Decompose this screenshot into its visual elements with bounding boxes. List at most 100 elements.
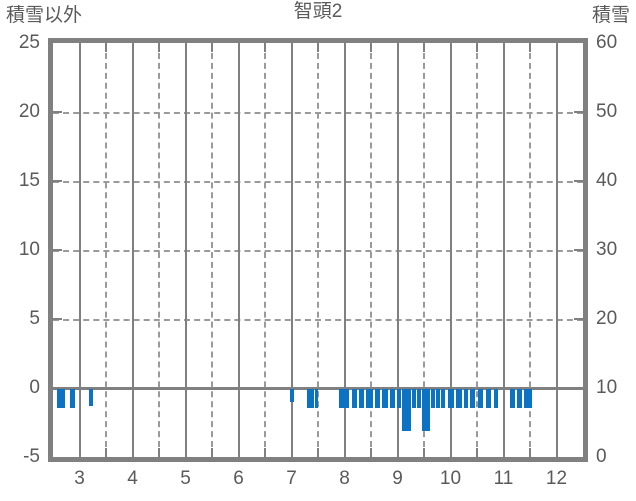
x-tick-bottom — [184, 448, 187, 457]
x-tick-bottom — [131, 448, 134, 457]
left-axis-tick-label: -5 — [23, 446, 40, 467]
data-bar — [397, 389, 401, 408]
x-tick-bottom — [211, 448, 213, 457]
x-tick-top — [476, 43, 478, 52]
data-bar — [464, 389, 468, 408]
vertical-gridline-major — [131, 43, 134, 457]
x-tick-top — [343, 43, 346, 52]
x-axis-tick-label: 8 — [339, 468, 350, 489]
plot-inner — [53, 43, 583, 457]
x-tick-top — [449, 43, 452, 52]
y-tick-left — [53, 318, 62, 320]
data-bar — [412, 389, 416, 408]
right-axis-tick-label: 10 — [596, 377, 618, 398]
vertical-gridline-minor — [476, 43, 478, 457]
x-tick-top — [211, 43, 213, 52]
vertical-gridline-minor — [317, 43, 319, 457]
data-bar — [486, 389, 491, 408]
plot-area — [48, 38, 588, 462]
data-bar — [290, 389, 294, 402]
x-tick-top — [290, 43, 293, 52]
y-tick-left — [53, 180, 62, 182]
x-tick-bottom — [502, 448, 505, 457]
data-bar — [436, 389, 440, 408]
x-tick-top — [423, 43, 425, 52]
vertical-gridline-major — [502, 43, 505, 457]
data-bar — [456, 389, 462, 408]
y-tick-right — [574, 180, 583, 182]
x-axis-tick-label: 7 — [286, 468, 297, 489]
chart-title: 智頭2 — [293, 1, 343, 22]
y-tick-right — [574, 111, 583, 113]
vertical-gridline-major — [237, 43, 240, 457]
x-tick-bottom — [476, 448, 478, 457]
x-tick-top — [317, 43, 319, 52]
data-bar — [494, 389, 498, 408]
right-axis-tick-label: 60 — [596, 32, 618, 53]
vertical-gridline-major — [555, 43, 558, 457]
left-axis-tick-label: 0 — [29, 377, 40, 398]
x-axis-tick-label: 3 — [74, 468, 85, 489]
vertical-gridline-minor — [370, 43, 372, 457]
y-tick-left — [53, 111, 62, 113]
vertical-gridline-major — [290, 43, 293, 457]
data-bar — [57, 389, 65, 408]
x-tick-bottom — [290, 448, 293, 457]
left-axis-tick-label: 20 — [18, 101, 40, 122]
y-tick-left — [53, 249, 62, 251]
x-tick-bottom — [449, 448, 452, 457]
x-tick-top — [184, 43, 187, 52]
x-tick-bottom — [555, 448, 558, 457]
data-bar — [524, 389, 532, 408]
data-bar — [402, 389, 411, 431]
x-tick-top — [555, 43, 558, 52]
x-axis-tick-label: 10 — [439, 468, 462, 489]
y-tick-right — [574, 387, 583, 389]
x-tick-top — [131, 43, 134, 52]
vertical-gridline-major — [78, 43, 81, 457]
left-axis-title: 積雪以外 — [6, 5, 83, 26]
data-bar — [448, 389, 454, 408]
data-bar — [89, 389, 93, 406]
vertical-gridline-major — [449, 43, 452, 457]
x-tick-bottom — [317, 448, 319, 457]
right-axis-tick-label: 0 — [596, 446, 607, 467]
x-tick-top — [237, 43, 240, 52]
x-tick-top — [158, 43, 160, 52]
data-bar — [422, 389, 430, 431]
right-axis-title: 積雪 — [591, 5, 630, 26]
x-tick-bottom — [370, 448, 372, 457]
x-tick-bottom — [529, 448, 531, 457]
left-axis-tick-label: 25 — [18, 32, 40, 53]
data-bar — [441, 389, 445, 408]
y-tick-left — [53, 387, 62, 389]
data-bar — [352, 389, 357, 408]
vertical-gridline-minor — [423, 43, 425, 457]
x-tick-top — [502, 43, 505, 52]
x-tick-top — [105, 43, 107, 52]
x-axis-tick-label: 9 — [392, 468, 403, 489]
data-bar — [375, 389, 380, 408]
x-tick-top — [370, 43, 372, 52]
x-tick-bottom — [237, 448, 240, 457]
data-bar — [315, 389, 318, 408]
vertical-gridline-minor — [211, 43, 213, 457]
right-axis-tick-label: 30 — [596, 239, 618, 260]
y-tick-right — [574, 318, 583, 320]
x-tick-top — [396, 43, 399, 52]
x-tick-bottom — [78, 448, 81, 457]
data-bar — [70, 389, 75, 408]
data-bar — [390, 389, 395, 408]
data-bar — [366, 389, 373, 408]
vertical-gridline-major — [184, 43, 187, 457]
right-axis-tick-label: 20 — [596, 308, 618, 329]
vertical-gridline-minor — [105, 43, 107, 457]
y-tick-right — [574, 249, 583, 251]
x-tick-bottom — [264, 448, 266, 457]
x-tick-bottom — [158, 448, 160, 457]
data-bar — [478, 389, 483, 408]
left-axis-tick-label: 10 — [18, 239, 40, 260]
left-axis-tick-label: 15 — [18, 170, 40, 191]
x-tick-bottom — [423, 448, 425, 457]
